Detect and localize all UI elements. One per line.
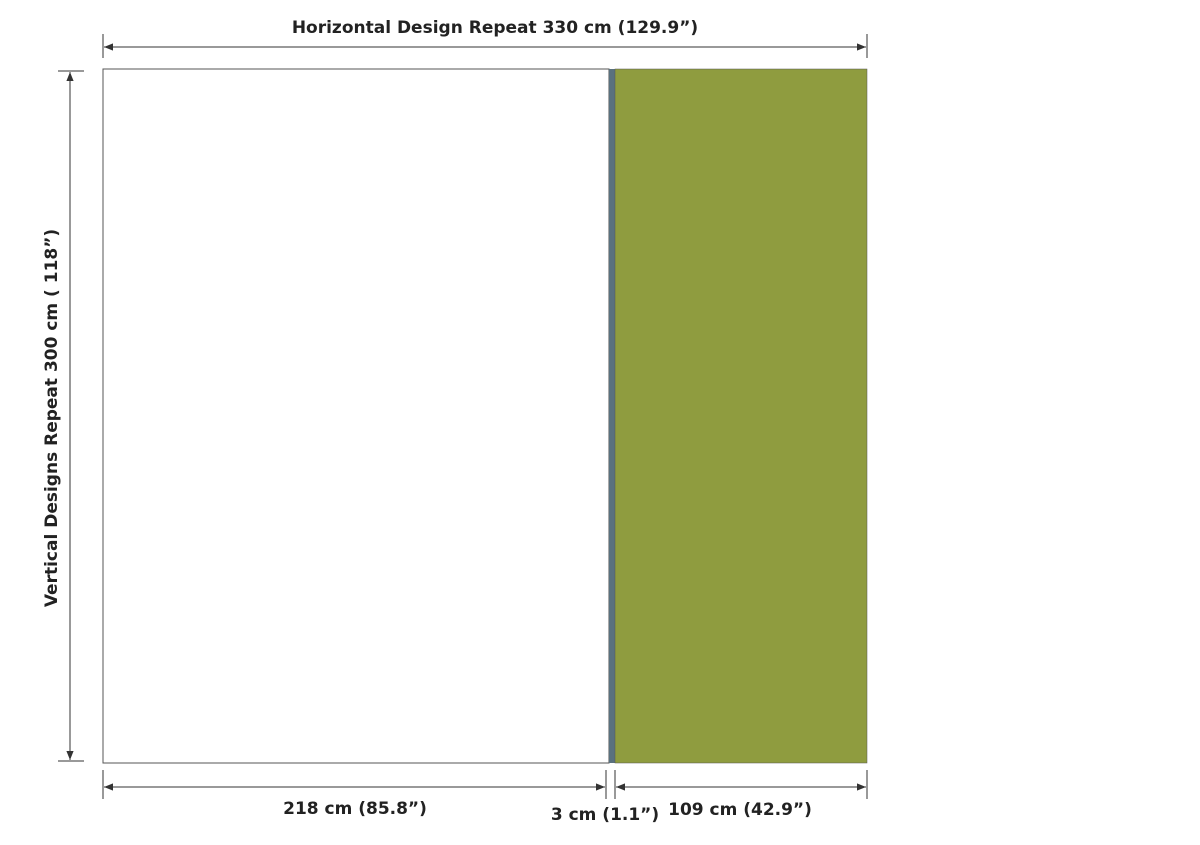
horizontal-dimension bbox=[102, 34, 868, 58]
green-panel bbox=[614, 68, 868, 764]
vertical-label: Vertical Designs Repeat 300 cm ( 118”) bbox=[42, 229, 62, 607]
segment-dimensions bbox=[102, 770, 868, 799]
horizontal-label: Horizontal Design Repeat 330 cm (129.9”) bbox=[292, 18, 698, 38]
stripe-panel bbox=[609, 69, 615, 763]
vertical-dimension bbox=[58, 70, 84, 762]
white-panel bbox=[102, 68, 610, 764]
segment-label: 218 cm (85.8”) bbox=[283, 799, 427, 819]
segment-label: 109 cm (42.9”) bbox=[668, 800, 812, 820]
segment-label: 3 cm (1.1”) bbox=[551, 805, 659, 825]
